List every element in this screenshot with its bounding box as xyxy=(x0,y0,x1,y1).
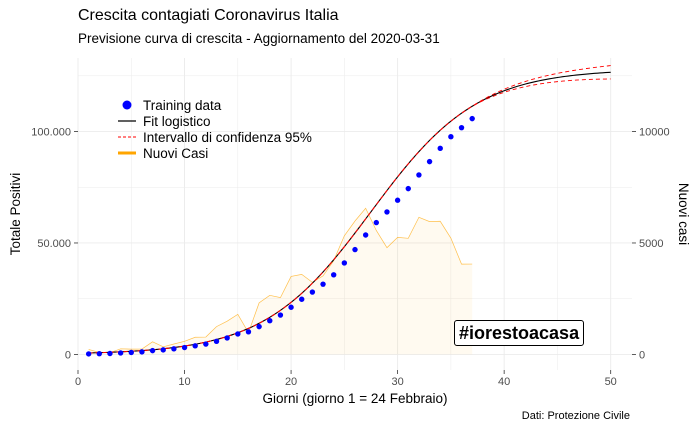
training-point xyxy=(171,346,177,352)
training-point xyxy=(96,350,103,357)
x-tick-label: 0 xyxy=(75,376,81,388)
chart-caption: Dati: Protezione Civile xyxy=(521,410,630,422)
training-point xyxy=(373,219,380,226)
x-tick-label: 40 xyxy=(498,376,510,388)
legend-label: Nuovi Casi xyxy=(143,146,208,161)
training-point xyxy=(320,281,326,287)
x-tick-label: 20 xyxy=(285,376,297,388)
training-point xyxy=(309,289,316,295)
training-point xyxy=(139,349,145,355)
training-point xyxy=(203,341,209,347)
nuovi-casi-area xyxy=(88,208,473,355)
y-tick-label: 50.000 xyxy=(37,238,71,250)
y-tick-label: 0 xyxy=(65,349,71,361)
chart-title: Crescita contagiati Coronavirus Italia xyxy=(78,7,339,24)
legend-label: Fit logistico xyxy=(143,114,211,129)
training-point xyxy=(458,124,465,131)
training-point xyxy=(224,335,230,341)
training-point xyxy=(277,312,284,318)
training-point xyxy=(469,115,475,122)
y-right-tick-label: 5000 xyxy=(639,238,663,250)
x-tick-label: 50 xyxy=(605,376,617,388)
y-right-tick-label: 0 xyxy=(639,349,645,361)
legend-label: Intervallo di confidenza 95% xyxy=(143,130,312,145)
training-point xyxy=(362,232,369,238)
training-point xyxy=(330,272,337,278)
y-right-axis-label: Nuovi casi xyxy=(676,183,691,245)
training-point xyxy=(288,304,294,310)
training-point xyxy=(213,338,220,344)
training-point xyxy=(448,133,454,140)
legend-label: Training data xyxy=(143,98,222,113)
training-point xyxy=(437,145,443,152)
hashtag-annotation: #iorestoacasa xyxy=(454,320,585,346)
training-point xyxy=(117,350,124,356)
nuovi-casi-area-layer xyxy=(88,207,473,355)
training-point xyxy=(341,260,348,266)
training-point xyxy=(85,351,92,357)
training-points-layer xyxy=(85,115,475,357)
chart-subtitle: Previsione curva di crescita - Aggiornam… xyxy=(78,31,440,46)
x-tick-label: 10 xyxy=(178,376,190,388)
axes-layer: 0 10 20 30 40 50 0 50.000 100.000 0 5000 10000 Giorn… xyxy=(8,127,691,406)
training-point xyxy=(352,246,358,253)
nuovi-casi-line xyxy=(88,207,473,354)
y-right-tick-label: 10000 xyxy=(639,127,670,139)
training-point xyxy=(245,329,252,335)
training-point xyxy=(405,185,411,192)
training-point xyxy=(107,350,113,357)
training-point xyxy=(384,209,390,215)
training-point xyxy=(416,172,422,178)
y-tick-label: 100.000 xyxy=(31,127,71,139)
training-point xyxy=(299,296,305,302)
training-point xyxy=(235,331,241,337)
training-point xyxy=(394,197,401,203)
x-axis-label: Giorni (giorno 1 = 24 Febbraio) xyxy=(263,391,448,406)
legend-key-point xyxy=(122,100,132,110)
training-point xyxy=(192,343,198,349)
training-point xyxy=(128,349,134,356)
training-point xyxy=(181,344,188,351)
training-point xyxy=(256,323,262,330)
training-point xyxy=(426,158,433,165)
x-tick-label: 30 xyxy=(391,376,403,388)
training-point xyxy=(267,318,273,324)
y-axis-label: Totale Positivi xyxy=(8,173,23,256)
training-point xyxy=(149,347,156,354)
grid xyxy=(77,58,632,370)
training-point xyxy=(160,347,166,353)
